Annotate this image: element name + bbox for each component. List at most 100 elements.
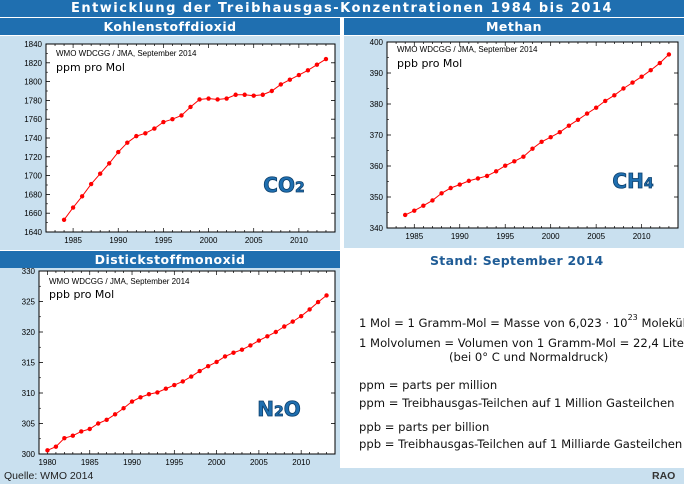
panel-ch4: 340 350 360 370 380 390 400 1985 1990 1995 2000 200…: [344, 36, 684, 248]
data-point: [412, 208, 417, 213]
data-point: [172, 382, 177, 388]
data-point: [402, 212, 408, 218]
x-tick-label: 2010: [633, 232, 651, 241]
data-point: [146, 392, 152, 397]
data-point: [584, 111, 590, 116]
data-point: [112, 412, 118, 417]
data-point: [566, 123, 572, 128]
data-point: [188, 104, 193, 110]
y-tick-label: 1840: [24, 40, 42, 49]
y-tick-label: 300: [22, 450, 36, 459]
data-point: [170, 117, 175, 122]
data-point: [315, 299, 321, 305]
data-point: [457, 182, 462, 187]
info-mol-suffix: Molekülen: [641, 315, 684, 330]
data-point: [287, 77, 293, 82]
data-point: [53, 444, 59, 449]
info-mol-prefix: 1 Mol = 1 Gramm-Mol = Masse von 6,023 · …: [359, 315, 628, 330]
panel-co2: 1640 1660 1680 1700 1720 1740 1760 1780 1800 1820…: [0, 36, 340, 250]
y-tick-label: 1720: [24, 153, 42, 162]
data-point: [603, 98, 608, 104]
y-tick-label: 380: [370, 100, 384, 109]
data-point: [557, 130, 562, 135]
data-point: [125, 140, 130, 145]
y-tick-label: 340: [370, 224, 384, 233]
data-point: [593, 105, 599, 110]
data-point: [324, 293, 329, 298]
data-point: [206, 96, 211, 101]
data-point: [512, 159, 517, 164]
stand-label: Stand: September 2014: [430, 253, 604, 268]
y-tick-label: 1640: [24, 228, 42, 237]
data-point: [104, 417, 109, 423]
x-tick-label: 1995: [496, 232, 514, 241]
x-tick-label: 1990: [451, 232, 469, 241]
data-point: [62, 435, 67, 441]
data-point: [97, 171, 103, 176]
data-point: [439, 191, 444, 196]
data-point: [421, 203, 426, 208]
data-point: [269, 88, 274, 94]
info-mol: 1 Mol = 1 Gramm-Mol = Masse von 6,023 · …: [359, 313, 684, 330]
data-point: [134, 133, 139, 139]
data-point: [256, 338, 262, 343]
x-tick-label: 2010: [292, 458, 310, 467]
data-point: [96, 421, 101, 426]
x-tick-label: 1995: [155, 236, 173, 245]
data-point: [248, 343, 253, 348]
data-point: [161, 119, 166, 125]
x-tick-label: 1995: [165, 458, 183, 467]
data-point: [214, 359, 219, 365]
data-point: [278, 82, 284, 87]
source-label: Quelle: WMO 2014: [4, 470, 94, 482]
data-point: [466, 178, 472, 184]
data-point: [163, 386, 169, 391]
y-tick-label: 1700: [24, 172, 42, 181]
y-tick-label: 1760: [24, 115, 42, 124]
x-tick-label: 1985: [64, 236, 82, 245]
data-point: [205, 363, 211, 369]
data-point: [107, 161, 112, 166]
x-tick-label: 2000: [208, 458, 226, 467]
plot-area: [386, 41, 679, 229]
data-point: [61, 217, 67, 222]
data-point: [273, 329, 278, 335]
data-point: [493, 169, 499, 174]
y-tick-label: 400: [370, 38, 384, 47]
data-point: [79, 194, 85, 199]
x-tick-label: 1990: [123, 458, 141, 467]
page-title: Entwicklung der Treibhausgas-Konzentrati…: [0, 0, 684, 17]
y-tick-label: 320: [22, 328, 36, 337]
y-tick-label: 1780: [24, 96, 42, 105]
data-point: [121, 406, 126, 411]
data-point: [307, 307, 312, 312]
x-tick-label: 1980: [39, 458, 57, 467]
data-point: [87, 426, 92, 432]
data-point: [475, 176, 481, 181]
info-ppb: ppb = parts per billion: [359, 420, 490, 434]
unit-label: ppb pro Mol: [49, 288, 114, 301]
formula-label: CH4: [612, 169, 653, 193]
data-point: [621, 86, 626, 91]
data-point: [88, 181, 94, 187]
data-point: [179, 113, 184, 118]
data-point: [180, 379, 185, 384]
x-tick-label: 2005: [250, 458, 268, 467]
unit-label: ppb pro Mol: [397, 57, 462, 70]
data-point: [222, 354, 228, 359]
data-point: [197, 97, 202, 102]
data-point: [530, 146, 535, 151]
data-point: [282, 324, 287, 329]
chart-co2: 1640 1660 1680 1700 1720 1740 1760 1780 1800 1820…: [24, 40, 336, 245]
data-point: [296, 72, 302, 78]
x-tick-label: 1990: [109, 236, 127, 245]
data-point: [265, 334, 270, 339]
y-tick-label: 315: [22, 359, 36, 368]
data-point: [152, 126, 157, 131]
heading-n2o: Distickstoffmonoxid: [0, 251, 340, 268]
formula-label: N2O: [257, 397, 301, 421]
x-tick-label: 2005: [587, 232, 605, 241]
data-point: [612, 93, 617, 98]
data-point: [503, 163, 508, 168]
y-tick-label: 1660: [24, 209, 42, 218]
